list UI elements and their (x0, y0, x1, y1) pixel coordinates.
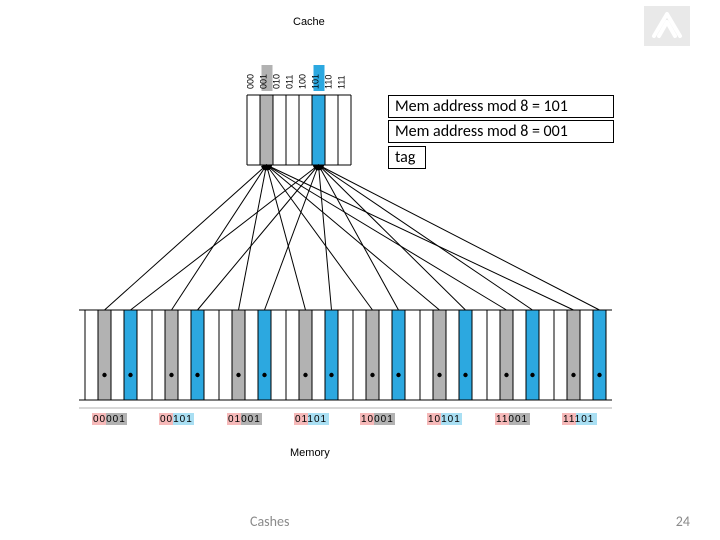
callout-mod8-001: Mem address mod 8 = 001 (388, 120, 614, 143)
svg-text:001: 001 (259, 74, 269, 89)
svg-text:01101: 01101 (295, 414, 327, 425)
svg-text:11101: 11101 (563, 414, 594, 425)
svg-text:00101: 00101 (160, 414, 193, 425)
svg-text:11001: 11001 (496, 414, 528, 425)
svg-text:10101: 10101 (428, 414, 461, 425)
svg-text:000: 000 (246, 74, 256, 89)
svg-text:100: 100 (298, 74, 308, 89)
svg-text:111: 111 (337, 75, 347, 89)
callout-mod8-101: Mem address mod 8 = 101 (388, 95, 614, 118)
svg-text:01001: 01001 (228, 414, 261, 425)
svg-text:011: 011 (285, 75, 295, 89)
cache-memory-diagram: Cache 000001010011100101110111 Memory 00001… (0, 0, 720, 540)
page-number: 24 (676, 513, 690, 530)
footer-title: Cashes (250, 513, 289, 530)
svg-text:110: 110 (324, 75, 334, 89)
svg-text:Cache: Cache (293, 16, 325, 28)
svg-text:010: 010 (272, 74, 282, 89)
svg-text:101: 101 (311, 74, 321, 89)
svg-text:00001: 00001 (93, 414, 126, 425)
callout-tag: tag (388, 146, 426, 169)
svg-text:10001: 10001 (361, 414, 394, 425)
svg-text:Memory: Memory (290, 447, 330, 459)
